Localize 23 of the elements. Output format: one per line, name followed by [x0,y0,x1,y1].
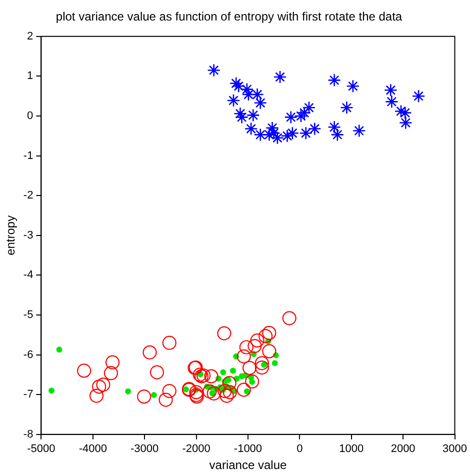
x-tick-label: -5000 [27,443,56,456]
x-axis-title: variance value [209,458,287,472]
y-tick-label: -8 [23,428,34,440]
x-tick-label: 0 [296,443,303,456]
x-tick-label: 2000 [390,443,416,456]
y-tick-label: -5 [23,309,34,322]
y-tick-label: 0 [27,110,34,122]
x-tick-label: -2000 [182,443,210,456]
y-tick-label: 1 [27,70,34,82]
y-axis-title: entropy [4,215,18,256]
x-tick-label: -1000 [234,443,262,456]
chart-title: plot variance value as function of entropy with first rotate the data [56,10,402,24]
y-tick-label: -1 [23,150,34,162]
x-tick-label: -3000 [130,443,159,456]
y-tick-label: -7 [23,388,34,401]
x-tick-label: -4000 [78,443,107,456]
y-tick-label: -3 [23,229,34,242]
x-tick-label: 3000 [442,443,468,456]
y-tick-label: -4 [23,269,34,282]
y-tick-label: -2 [23,190,34,202]
x-tick-label: 1000 [339,443,364,456]
y-tick-label: -6 [23,348,34,361]
y-tick-label: 2 [27,30,34,42]
